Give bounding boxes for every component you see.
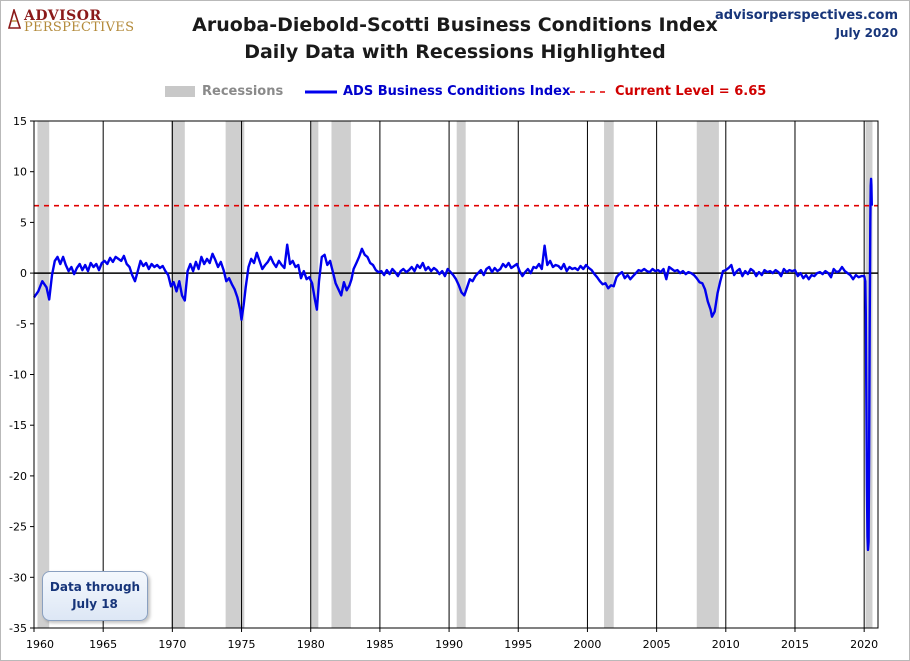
recession-band-3 (310, 121, 319, 628)
y-tick-label-9: 10 (13, 166, 27, 179)
legend-level-label: Current Level = 6.65 (615, 84, 766, 99)
y-tick-label-10: 15 (13, 115, 27, 128)
recession-band-2 (225, 121, 245, 628)
brand-logo-line1: ADVISOR (24, 8, 102, 24)
data-through-note: Data through July 18 (42, 571, 148, 621)
y-tick-label-5: -10 (9, 369, 27, 382)
recession-band-0 (37, 121, 50, 628)
x-tick-label-9: 2005 (643, 638, 671, 651)
recession-band-4 (331, 121, 351, 628)
x-tick-label-0: 1960 (26, 638, 54, 651)
chart-subtitle: Daily Data with Recessions Highlighted (244, 41, 666, 63)
y-tick-label-0: -35 (9, 622, 27, 635)
y-tick-label-4: -15 (9, 419, 27, 432)
recession-band-1 (170, 121, 185, 628)
x-tick-label-5: 1985 (366, 638, 394, 651)
x-tick-label-10: 2010 (712, 638, 740, 651)
legend-recession-swatch (165, 86, 195, 97)
chart-title: Aruoba-Diebold-Scotti Business Condition… (192, 14, 718, 36)
legend-level-value: 6.65 (734, 84, 767, 99)
legend-level-text: Current Level = (615, 84, 730, 99)
y-tick-label-1: -30 (9, 571, 27, 584)
legend-series-label: ADS Business Conditions Index (343, 84, 571, 99)
legend (165, 86, 608, 97)
x-tick-label-8: 2000 (573, 638, 601, 651)
plot-border (33, 120, 879, 629)
y-tick-label-8: 5 (20, 216, 27, 229)
recession-band-6 (604, 121, 614, 628)
x-tick-label-7: 1995 (504, 638, 532, 651)
x-tick-label-12: 2020 (850, 638, 878, 651)
x-tick-label-11: 2015 (781, 638, 809, 651)
recession-band-5 (456, 121, 466, 628)
note-line2: July 18 (72, 597, 118, 611)
legend-recessions-label: Recessions (202, 84, 284, 99)
advisor-logo-icon (8, 9, 21, 29)
x-tick-label-2: 1970 (158, 638, 186, 651)
site-url: advisorperspectives.com (714, 8, 898, 23)
brand-logo-line2: PERSPECTIVES (24, 20, 135, 35)
series-line-0 (33, 177, 873, 552)
publish-date: July 2020 (835, 26, 898, 40)
y-tick-label-3: -20 (9, 470, 27, 483)
y-tick-label-2: -25 (9, 521, 27, 534)
x-tick-label-1: 1965 (89, 638, 117, 651)
y-tick-label-6: -5 (16, 318, 27, 331)
x-tick-label-3: 1975 (228, 638, 256, 651)
recession-band-7 (696, 121, 719, 628)
note-line1: Data through (49, 580, 141, 594)
x-tick-label-6: 1990 (435, 638, 463, 651)
x-tick-label-4: 1980 (297, 638, 325, 651)
y-tick-label-7: 0 (20, 267, 27, 280)
